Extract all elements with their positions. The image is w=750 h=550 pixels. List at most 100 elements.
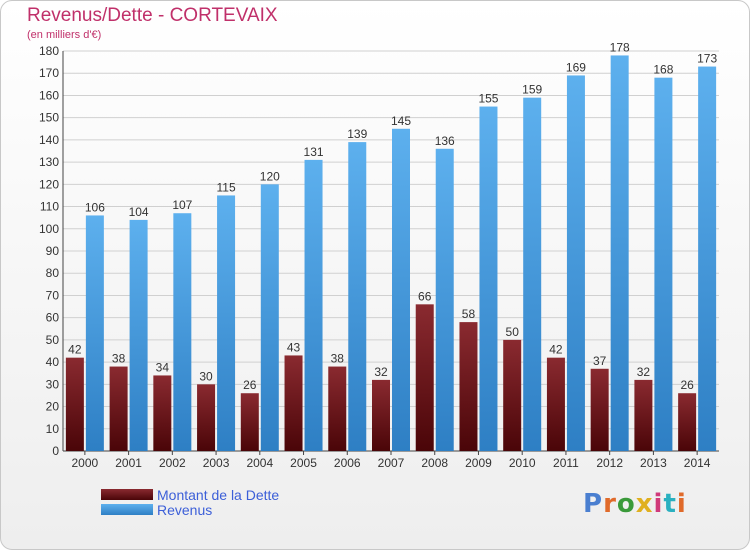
data-label-revenus: 131 [304,145,324,159]
legend-item-revenus: Revenus [101,501,279,518]
y-tick-label: 0 [52,444,59,458]
bar-revenus [523,97,542,452]
legend: Montant de la Dette Revenus [101,486,280,518]
x-tick-label: 2002 [159,456,186,470]
bar-dette [634,379,653,451]
data-label-dette: 50 [506,325,520,339]
legend-swatch-revenus [101,504,153,515]
y-tick-label: 10 [46,422,60,436]
data-labels: 42 106 38 104 34 107 30 115 26 120 43 131 38 139 32 145… [68,40,717,392]
data-label-dette: 32 [637,365,651,379]
data-label-revenus: 106 [85,200,105,214]
bar-dette [590,368,609,451]
y-tick-label: 50 [46,333,60,347]
bar-dette [503,339,522,451]
data-label-dette: 66 [418,289,432,303]
y-tick-label: 180 [39,44,59,58]
bar-dette [240,393,259,451]
logo-letter: t [663,489,677,519]
bar-revenus [85,215,104,451]
y-tick-label: 20 [46,400,60,414]
legend-item-dette: Montant de la Dette [101,486,280,503]
legend-label-dette: Montant de la Dette [157,486,280,503]
y-tick-label: 70 [46,288,60,302]
x-tick-label: 2014 [684,456,711,470]
bar-revenus [479,106,498,452]
y-tick-label: 60 [46,311,60,325]
y-tick-label: 90 [46,244,60,258]
x-tick-label: 2009 [465,456,492,470]
x-tick-label: 2003 [203,456,230,470]
data-label-revenus: 168 [653,63,673,77]
tick-labels: 0 10 20 30 40 50 60 70 80 90 100 110 120 130 140 150 160… [39,44,711,470]
y-tick-label: 40 [46,355,60,369]
bar-revenus [260,184,279,452]
x-tick-label: 2007 [378,456,405,470]
y-tick-label: 130 [39,155,59,169]
y-tick-label: 110 [40,200,59,214]
proxiti-logo: Proxiti [583,489,687,519]
legend-label-revenus: Revenus [157,501,213,518]
bar-dette [153,375,172,451]
chart-title: Revenus/Dette - CORTEVAIX [27,5,278,26]
data-label-revenus: 139 [347,127,367,141]
data-label-revenus: 104 [129,205,149,219]
data-label-dette: 32 [374,365,388,379]
logo-letter: i [676,489,687,519]
x-tick-label: 2000 [72,456,99,470]
data-label-dette: 26 [680,378,694,392]
bar-dette [197,384,216,451]
y-tick-label: 100 [39,222,59,236]
bar-dette [372,379,390,451]
bar-dette [678,393,697,451]
logo-letter: x [635,489,654,519]
data-label-dette: 42 [549,343,563,357]
data-label-revenus: 169 [566,60,586,74]
bar-revenus [392,128,410,451]
data-label-revenus: 107 [172,198,192,212]
logo-letter: i [653,489,664,519]
bar-dette [546,357,565,451]
data-label-dette: 26 [243,378,257,392]
bar-revenus [348,142,367,451]
y-tick-label: 150 [39,111,59,125]
x-tick-label: 2006 [334,456,361,470]
y-tick-label: 160 [39,88,59,102]
x-tick-label: 2011 [553,456,579,470]
data-label-revenus: 120 [260,169,280,183]
legend-swatch-dette [101,489,153,500]
data-label-revenus: 178 [610,40,630,54]
data-label-dette: 34 [156,360,170,374]
x-tick-label: 2012 [596,456,623,470]
logo-letter: o [616,489,636,519]
data-label-revenus: 155 [478,92,498,106]
bar-revenus [173,213,192,451]
bar-dette [459,322,478,451]
y-tick-label: 170 [39,66,59,80]
bar-revenus [654,77,673,452]
bar-revenus [217,195,236,451]
bar-dette [109,366,128,451]
bar-revenus [566,75,585,451]
data-label-dette: 58 [462,307,476,321]
x-tick-label: 2010 [509,456,536,470]
bars [65,55,717,452]
x-tick-label: 2005 [290,456,317,470]
logo-letter: r [603,489,617,519]
data-label-dette: 30 [199,369,213,383]
bar-revenus [610,55,629,451]
data-label-revenus: 136 [435,134,455,148]
bar-revenus [304,159,323,451]
y-tick-label: 140 [39,133,59,147]
data-label-dette: 42 [68,343,82,357]
bar-revenus [698,66,717,452]
data-label-dette: 43 [287,340,301,354]
bar-dette [65,357,84,451]
x-tick-label: 2001 [115,456,142,470]
data-label-revenus: 115 [216,180,235,194]
bar-revenus [129,219,148,451]
bar-dette [284,355,303,451]
data-label-dette: 38 [112,352,126,366]
